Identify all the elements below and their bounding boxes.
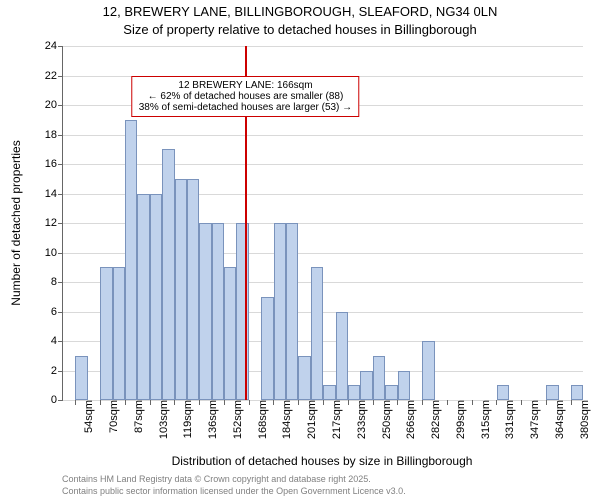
xtick-mark <box>249 400 250 405</box>
xtick-label: 87sqm <box>131 400 145 433</box>
ytick-label: 22 <box>45 70 63 82</box>
ytick-label: 6 <box>51 306 63 318</box>
ytick-label: 20 <box>45 99 63 111</box>
histogram-bar <box>398 371 410 401</box>
xtick-label: 119sqm <box>180 400 194 438</box>
xtick-label: 299sqm <box>453 400 467 439</box>
xtick-mark <box>224 400 225 405</box>
histogram-bar <box>150 194 162 401</box>
xtick-mark <box>422 400 423 405</box>
xtick-mark <box>571 400 572 405</box>
xtick-label: 347sqm <box>527 400 541 439</box>
ytick-label: 4 <box>51 335 63 347</box>
xtick-mark <box>472 400 473 405</box>
footnote-2: Contains public sector information licen… <box>62 486 406 496</box>
gridline <box>63 164 583 165</box>
xtick-label: 152sqm <box>230 400 244 439</box>
histogram-bar <box>336 312 348 401</box>
ytick-label: 2 <box>51 365 63 377</box>
annotation-line-1: 12 BREWERY LANE: 166sqm <box>139 80 352 91</box>
histogram-bar <box>497 385 509 400</box>
histogram-bar <box>100 267 112 400</box>
ytick-label: 8 <box>51 276 63 288</box>
histogram-bar <box>323 385 335 400</box>
histogram-bar <box>224 267 236 400</box>
histogram-bar <box>571 385 583 400</box>
histogram-bar <box>137 194 149 401</box>
xtick-mark <box>496 400 497 405</box>
xtick-mark <box>447 400 448 405</box>
histogram-bar <box>212 223 224 400</box>
xtick-mark <box>397 400 398 405</box>
annotation-line-2: ← 62% of detached houses are smaller (88… <box>139 91 352 102</box>
ytick-label: 12 <box>45 217 63 229</box>
histogram-bar <box>298 356 310 400</box>
ytick-label: 24 <box>45 40 63 52</box>
footnote-1: Contains HM Land Registry data © Crown c… <box>62 474 371 484</box>
xtick-mark <box>298 400 299 405</box>
chart-title-1: 12, BREWERY LANE, BILLINGBOROUGH, SLEAFO… <box>0 4 600 19</box>
gridline <box>63 46 583 47</box>
histogram-bar <box>113 267 125 400</box>
xtick-mark <box>273 400 274 405</box>
histogram-bar <box>311 267 323 400</box>
xtick-mark <box>546 400 547 405</box>
xtick-mark <box>174 400 175 405</box>
xtick-mark <box>323 400 324 405</box>
ytick-label: 14 <box>45 188 63 200</box>
gridline <box>63 135 583 136</box>
ytick-label: 0 <box>51 394 63 406</box>
histogram-bar <box>187 179 199 400</box>
histogram-bar <box>175 179 187 400</box>
chart-container: { "chart": { "type": "histogram", "title… <box>0 0 600 500</box>
xtick-label: 54sqm <box>81 400 95 433</box>
xtick-mark <box>100 400 101 405</box>
xtick-label: 136sqm <box>205 400 219 439</box>
xtick-mark <box>199 400 200 405</box>
x-axis-label: Distribution of detached houses by size … <box>172 454 473 468</box>
xtick-label: 315sqm <box>478 400 492 439</box>
histogram-bar <box>348 385 360 400</box>
xtick-label: 217sqm <box>329 400 343 439</box>
histogram-bar <box>385 385 397 400</box>
plot-area: 02468101214161820222454sqm70sqm87sqm103s… <box>62 46 583 401</box>
histogram-bar <box>261 297 273 400</box>
histogram-bar <box>546 385 558 400</box>
xtick-label: 331sqm <box>502 400 516 439</box>
xtick-mark <box>373 400 374 405</box>
xtick-mark <box>521 400 522 405</box>
histogram-bar <box>274 223 286 400</box>
xtick-label: 70sqm <box>106 400 120 433</box>
xtick-mark <box>125 400 126 405</box>
xtick-label: 103sqm <box>156 400 170 439</box>
xtick-label: 184sqm <box>279 400 293 439</box>
xtick-label: 168sqm <box>255 400 269 439</box>
xtick-mark <box>348 400 349 405</box>
annotation-line-3: 38% of semi-detached houses are larger (… <box>139 102 352 113</box>
chart-title-2: Size of property relative to detached ho… <box>0 22 600 37</box>
histogram-bar <box>162 149 174 400</box>
xtick-label: 250sqm <box>379 400 393 439</box>
histogram-bar <box>422 341 434 400</box>
histogram-bar <box>75 356 87 400</box>
xtick-label: 266sqm <box>403 400 417 439</box>
histogram-bar <box>125 120 137 400</box>
xtick-label: 380sqm <box>577 400 591 439</box>
histogram-bar <box>286 223 298 400</box>
histogram-bar <box>199 223 211 400</box>
histogram-bar <box>360 371 372 401</box>
xtick-label: 233sqm <box>354 400 368 439</box>
ytick-label: 10 <box>45 247 63 259</box>
xtick-label: 201sqm <box>304 400 318 439</box>
ytick-label: 16 <box>45 158 63 170</box>
xtick-label: 282sqm <box>428 400 442 439</box>
xtick-label: 364sqm <box>552 400 566 439</box>
annotation-box: 12 BREWERY LANE: 166sqm← 62% of detached… <box>132 76 359 117</box>
xtick-mark <box>150 400 151 405</box>
xtick-mark <box>75 400 76 405</box>
y-axis-label: Number of detached properties <box>9 140 23 305</box>
histogram-bar <box>373 356 385 400</box>
ytick-label: 18 <box>45 129 63 141</box>
